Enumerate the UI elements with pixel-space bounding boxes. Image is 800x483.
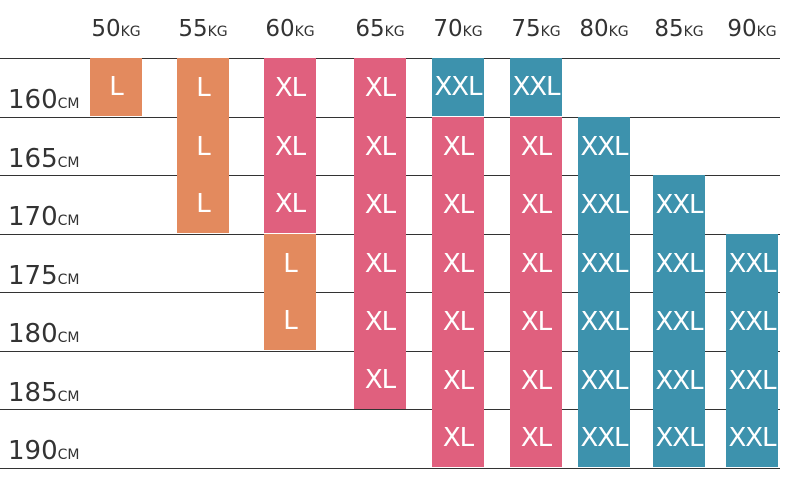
weight-header: 80KG bbox=[569, 12, 639, 46]
size-cell-xl: XL bbox=[264, 116, 316, 177]
weight-value: 65 bbox=[355, 16, 385, 42]
height-value: 170 bbox=[8, 202, 58, 232]
weight-value: 75 bbox=[511, 16, 541, 42]
size-cell-xxl: XXL bbox=[432, 58, 484, 116]
size-cell-xl: XL bbox=[354, 116, 406, 177]
size-cell-l: L bbox=[177, 174, 229, 233]
size-cell-xxl: XXL bbox=[726, 291, 778, 352]
size-cell-l: L bbox=[177, 58, 229, 118]
height-header: 180CM bbox=[8, 306, 88, 362]
weight-unit: KG bbox=[608, 24, 629, 40]
size-cell-xxl: XXL bbox=[726, 350, 778, 411]
size-cell-xl: XL bbox=[510, 174, 562, 235]
weight-unit: KG bbox=[683, 24, 704, 40]
size-cell-xxl: XXL bbox=[653, 408, 705, 467]
weight-unit: KG bbox=[462, 24, 483, 40]
weight-header: 90KG bbox=[717, 12, 787, 46]
size-cell-xxl: XXL bbox=[578, 350, 630, 411]
size-cell-xl: XL bbox=[432, 174, 484, 235]
size-cell-l: L bbox=[90, 58, 142, 116]
height-unit: CM bbox=[57, 213, 80, 229]
height-unit: CM bbox=[57, 389, 80, 405]
weight-unit: KG bbox=[120, 24, 141, 40]
size-cell-xxl: XXL bbox=[653, 175, 705, 235]
weight-header: 70KG bbox=[423, 12, 493, 46]
weight-value: 70 bbox=[433, 16, 463, 42]
size-cell-xl: XL bbox=[354, 291, 406, 352]
height-unit: CM bbox=[57, 96, 80, 112]
weight-header: 65KG bbox=[345, 12, 415, 46]
size-cell-xl: XL bbox=[264, 174, 316, 233]
size-cell-xxl: XXL bbox=[578, 408, 630, 467]
size-cell-xxl: XXL bbox=[578, 174, 630, 235]
weight-header: 50KG bbox=[81, 12, 151, 46]
height-value: 190 bbox=[8, 436, 58, 466]
size-cell-xl: XL bbox=[432, 408, 484, 467]
height-header: 185CM bbox=[8, 365, 88, 421]
weight-header: 85KG bbox=[644, 12, 714, 46]
height-value: 185 bbox=[8, 378, 58, 408]
weight-value: 80 bbox=[579, 16, 609, 42]
size-cell-xl: XL bbox=[510, 408, 562, 467]
height-unit: CM bbox=[57, 272, 80, 288]
size-cell-xl: XL bbox=[264, 58, 316, 118]
weight-value: 50 bbox=[91, 16, 121, 42]
row-divider bbox=[0, 468, 780, 469]
weight-value: 60 bbox=[265, 16, 295, 42]
height-value: 165 bbox=[8, 144, 58, 174]
height-unit: CM bbox=[57, 447, 80, 463]
size-cell-xxl: XXL bbox=[653, 233, 705, 294]
height-header: 165CM bbox=[8, 131, 88, 187]
weight-unit: KG bbox=[756, 24, 777, 40]
row-divider bbox=[0, 409, 780, 410]
height-header: 175CM bbox=[8, 248, 88, 304]
height-value: 180 bbox=[8, 319, 58, 349]
size-cell-xl: XL bbox=[432, 291, 484, 352]
weight-header: 60KG bbox=[255, 12, 325, 46]
height-header: 190CM bbox=[8, 423, 88, 479]
size-cell-xxl: XXL bbox=[653, 350, 705, 411]
size-cell-l: L bbox=[264, 291, 316, 350]
size-cell-xl: XL bbox=[510, 291, 562, 352]
size-cell-l: L bbox=[177, 116, 229, 177]
size-cell-xl: XL bbox=[432, 233, 484, 294]
size-cell-xl: XL bbox=[354, 350, 406, 409]
size-cell-xxl: XXL bbox=[726, 234, 778, 294]
weight-header: 75KG bbox=[501, 12, 571, 46]
weight-unit: KG bbox=[384, 24, 405, 40]
size-cell-xl: XL bbox=[510, 117, 562, 177]
size-cell-xl: XL bbox=[354, 233, 406, 294]
height-value: 175 bbox=[8, 261, 58, 291]
weight-unit: KG bbox=[207, 24, 228, 40]
size-cell-xl: XL bbox=[510, 233, 562, 294]
size-cell-xxl: XXL bbox=[726, 408, 778, 467]
height-unit: CM bbox=[57, 155, 80, 171]
size-cell-xxl: XXL bbox=[510, 58, 562, 116]
weight-value: 85 bbox=[654, 16, 684, 42]
size-cell-xl: XL bbox=[354, 58, 406, 118]
height-unit: CM bbox=[57, 330, 80, 346]
size-cell-l: L bbox=[264, 234, 316, 294]
weight-value: 55 bbox=[178, 16, 208, 42]
size-cell-xxl: XXL bbox=[578, 291, 630, 352]
weight-header: 55KG bbox=[168, 12, 238, 46]
size-cell-xxl: XXL bbox=[653, 291, 705, 352]
weight-unit: KG bbox=[540, 24, 561, 40]
size-cell-xxl: XXL bbox=[578, 117, 630, 177]
size-cell-xxl: XXL bbox=[578, 233, 630, 294]
size-cell-xl: XL bbox=[354, 174, 406, 235]
weight-value: 90 bbox=[727, 16, 757, 42]
size-cell-xl: XL bbox=[510, 350, 562, 411]
weight-unit: KG bbox=[294, 24, 315, 40]
height-value: 160 bbox=[8, 85, 58, 115]
height-header: 160CM bbox=[8, 72, 88, 128]
size-cell-xl: XL bbox=[432, 350, 484, 411]
size-cell-xl: XL bbox=[432, 117, 484, 177]
height-header: 170CM bbox=[8, 189, 88, 245]
